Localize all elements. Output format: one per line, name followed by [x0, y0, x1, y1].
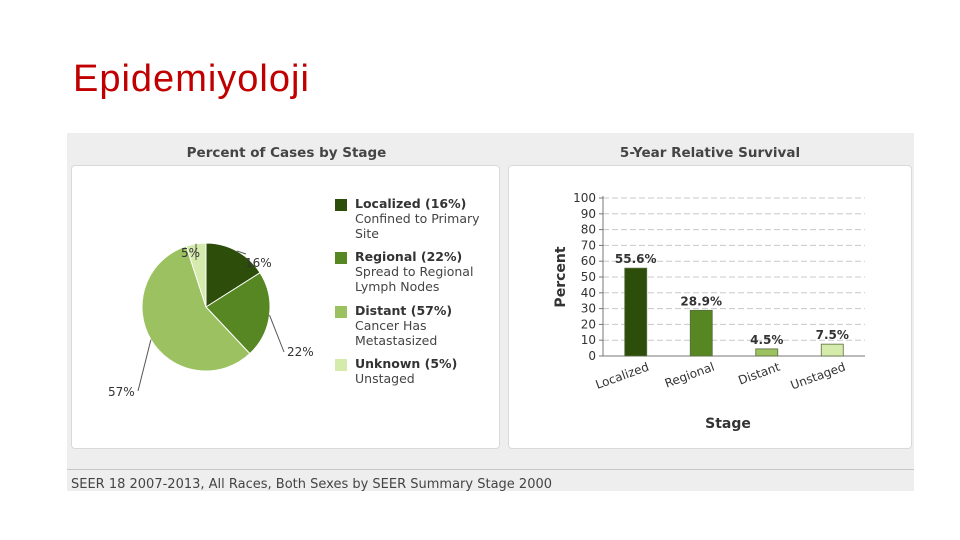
y-tick-label: 100 [573, 191, 596, 205]
y-tick-label: 50 [581, 270, 596, 284]
y-tick-label: 80 [581, 223, 596, 237]
bar-unstaged [820, 343, 844, 357]
seer-stage-figure: Percent of Cases by Stage 5-Year Relativ… [67, 133, 914, 492]
y-tick-label: 40 [581, 286, 596, 300]
legend-desc-localized: Confined to Primary Site [355, 211, 480, 241]
pie-panel: 16% 22% 57% 5% Localized (16%) Confined to … [71, 165, 500, 449]
x-axis-title: Stage [705, 416, 751, 432]
footer-divider [67, 469, 914, 470]
pie-leader-localized [236, 250, 247, 255]
pie-label-regional: 22% [287, 345, 314, 359]
x-tick-label-distant: Distant [736, 360, 782, 388]
legend-label-localized: Localized (16%) [355, 196, 467, 211]
legend-swatch-distant [335, 306, 347, 318]
y-tick-label: 60 [581, 254, 596, 268]
legend-label-unknown: Unknown (5%) [355, 356, 458, 371]
y-tick-label: 10 [581, 333, 596, 347]
pie-slice-distant [141, 245, 251, 372]
pie-label-localized: 16% [245, 256, 272, 270]
legend-swatch-regional [335, 252, 347, 264]
legend-desc-regional: Spread to Regional Lymph Nodes [355, 264, 474, 294]
bar-distant [755, 348, 779, 357]
bar-chart: 010203040506070809010055.6%Localized28.9… [553, 191, 865, 432]
source-footnote: SEER 18 2007-2013, All Races, Both Sexes… [71, 477, 553, 492]
legend-label-regional: Regional (22%) [355, 249, 463, 264]
legend-desc-distant: Cancer Has Metastasized [355, 318, 438, 348]
pie-panel-title: Percent of Cases by Stage [186, 145, 387, 161]
bar-panel: 0 10 20 30 40 50 60 70 80 90 100 55.6% Localized 28.9… [508, 165, 912, 449]
y-tick-label: 0 [588, 349, 596, 363]
legend-label-distant: Distant (57%) [355, 303, 453, 318]
legend-desc-unknown: Unstaged [355, 371, 415, 386]
bar-regional [689, 309, 713, 357]
bar-value-label-unstaged: 7.5% [816, 328, 849, 342]
legend-swatch-localized [335, 199, 347, 211]
pie-leader-regional [269, 314, 285, 353]
pie-label-unknown: 5% [181, 246, 200, 260]
x-tick-label-regional: Regional [663, 360, 716, 391]
y-tick-label: 70 [581, 238, 596, 252]
bar-value-label-localized: 55.6% [615, 252, 657, 266]
pie-label-distant: 57% [108, 385, 135, 399]
pie-slice-regional [205, 272, 271, 355]
pie-chart: 16% 22% 57% 5% [108, 242, 314, 399]
pie-leader-distant [137, 339, 152, 392]
legend-swatch-unknown [335, 359, 347, 371]
slide-title: Epidemiyoloji [73, 58, 310, 100]
y-axis-title: Percent [553, 246, 569, 307]
y-tick-label: 30 [581, 302, 596, 316]
bar-value-label-regional: 28.9% [680, 294, 722, 308]
bar-panel-title: 5-Year Relative Survival [619, 145, 801, 161]
bar-value-label-distant: 4.5% [750, 333, 783, 347]
y-tick-label: 90 [581, 207, 596, 221]
pie-slice-unknown [185, 242, 207, 308]
x-tick-label-localized: Localized [594, 360, 651, 392]
x-tick-label-unstaged: Unstaged [789, 360, 848, 393]
y-tick-label: 20 [581, 317, 596, 331]
bar-localized [624, 267, 648, 357]
